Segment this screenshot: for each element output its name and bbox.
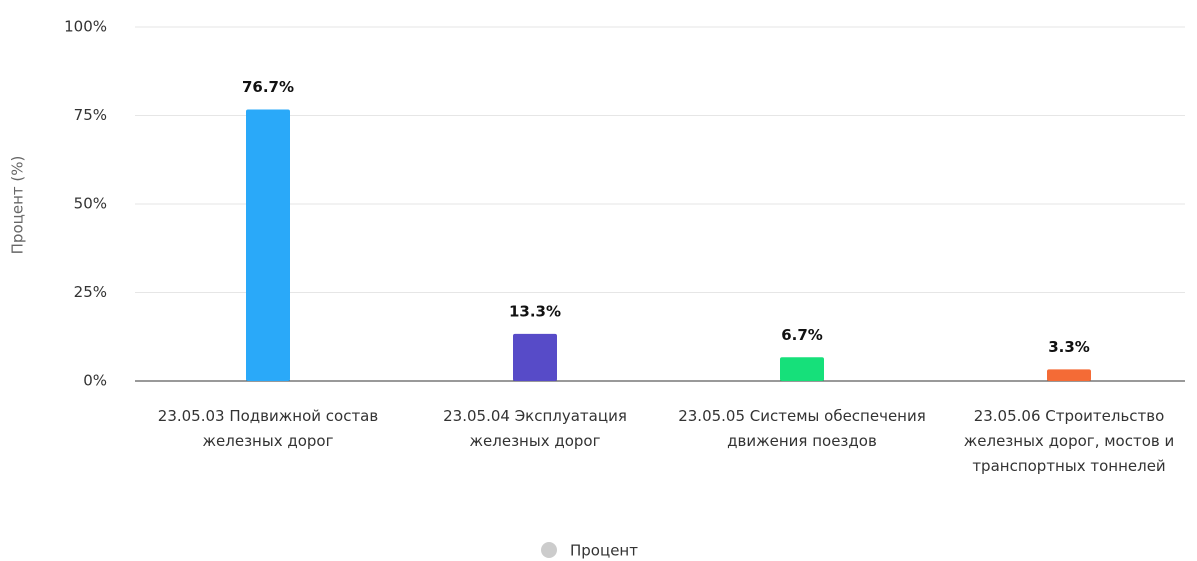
x-tick-label: 23.05.04 Эксплуатация железных дорог xyxy=(443,407,627,450)
data-label: 3.3% xyxy=(1048,338,1090,356)
data-label: 76.7% xyxy=(242,78,294,96)
y-tick-label: 100% xyxy=(64,18,107,36)
x-tick-label: 23.05.05 Системы обеспечения движения по… xyxy=(678,407,926,450)
y-axis-label: Процент (%) xyxy=(9,156,27,255)
y-tick-label: 25% xyxy=(74,283,107,301)
legend-label: Процент xyxy=(570,542,638,560)
bar xyxy=(513,333,557,381)
data-label: 6.7% xyxy=(781,326,823,344)
y-tick-label: 75% xyxy=(74,106,107,124)
bar xyxy=(1047,369,1091,381)
y-tick-label: 0% xyxy=(83,372,107,390)
x-tick-label: 23.05.06 Строительство железных дорог, м… xyxy=(963,407,1175,475)
x-tick-label: 23.05.03 Подвижной состав железных дорог xyxy=(157,407,379,450)
legend-marker xyxy=(541,542,557,558)
data-label: 13.3% xyxy=(509,302,561,320)
y-tick-label: 50% xyxy=(74,195,107,213)
bar xyxy=(246,109,290,382)
bar xyxy=(780,357,824,381)
